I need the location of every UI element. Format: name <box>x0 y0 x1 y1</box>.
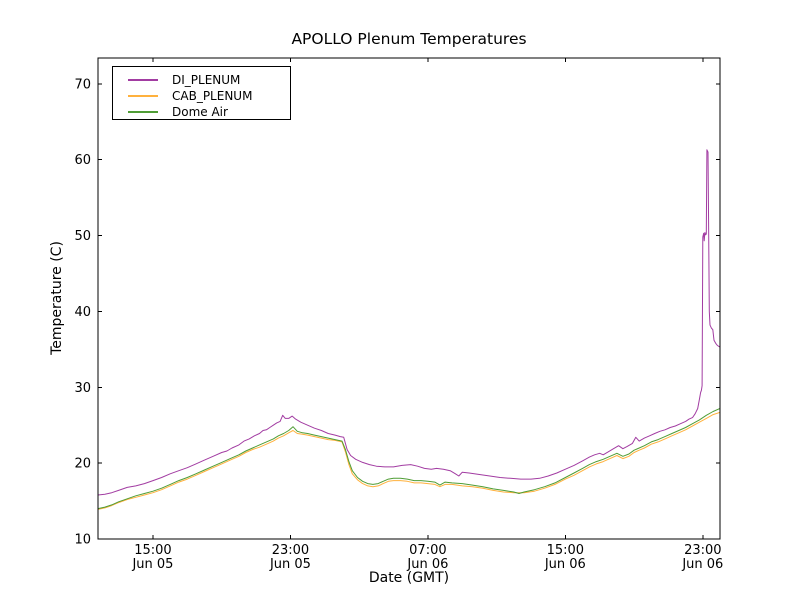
y-tick-label: 40 <box>74 305 91 320</box>
y-tick-label: 30 <box>74 381 91 396</box>
legend-line-swatch <box>128 95 158 97</box>
x-tick-label-date: Jun 05 <box>131 557 173 572</box>
y-tick-label: 50 <box>74 229 91 244</box>
legend-item: Dome Air <box>128 104 276 120</box>
legend-line-swatch <box>128 79 158 81</box>
x-tick-label-date: Jun 06 <box>406 557 448 572</box>
legend-item: CAB_PLENUM <box>128 88 276 104</box>
x-tick-label-time: 23:00 <box>684 543 721 558</box>
legend-label: Dome Air <box>172 105 228 119</box>
y-axis-label: Temperature (C) <box>49 241 65 355</box>
y-tick-label: 60 <box>74 153 91 168</box>
x-tick-label-time: 07:00 <box>409 543 446 558</box>
x-tick-label-time: 15:00 <box>134 543 171 558</box>
x-tick-label-time: 23:00 <box>272 543 309 558</box>
series-line-DI_PLENUM <box>98 149 720 496</box>
y-tick-label: 10 <box>74 533 91 548</box>
x-tick-label-time: 15:00 <box>547 543 584 558</box>
series-line-CAB_PLENUM <box>98 411 720 510</box>
legend-label: CAB_PLENUM <box>172 89 253 103</box>
y-tick-label: 70 <box>74 77 91 92</box>
series-line-Dome-Air <box>98 408 720 510</box>
x-tick-label-date: Jun 06 <box>544 557 586 572</box>
chart-title: APOLLO Plenum Temperatures <box>291 30 527 48</box>
legend-item: DI_PLENUM <box>128 72 276 88</box>
plot-frame <box>97 57 721 540</box>
legend-label: DI_PLENUM <box>172 73 241 87</box>
legend: DI_PLENUM CAB_PLENUM Dome Air <box>112 66 291 120</box>
legend-line-swatch <box>128 111 158 113</box>
x-tick-label-date: Jun 05 <box>269 557 311 572</box>
x-tick-label-date: Jun 06 <box>681 557 723 572</box>
x-axis-label: Date (GMT) <box>368 570 450 586</box>
y-tick-label: 20 <box>74 457 91 472</box>
